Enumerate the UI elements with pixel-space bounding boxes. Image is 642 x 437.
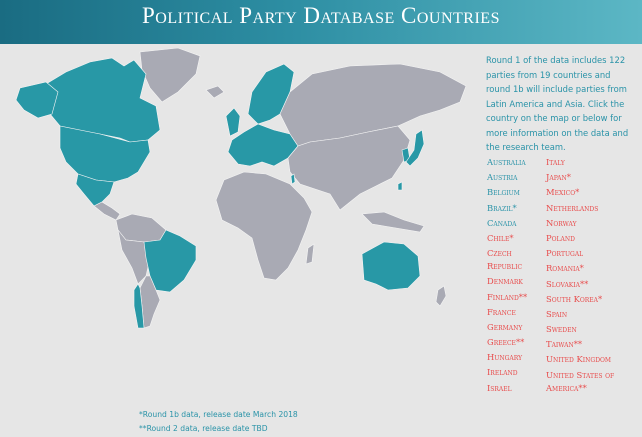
- country-link[interactable]: United States of America**: [546, 369, 615, 393]
- country-link[interactable]: Belgium: [487, 187, 520, 198]
- map-region-scandinavia[interactable]: [247, 63, 295, 125]
- country-link[interactable]: Portugal: [546, 248, 584, 259]
- country-link[interactable]: Poland: [546, 232, 575, 243]
- intro-text: Round 1 of the data includes 122 parties…: [486, 55, 629, 152]
- map-region-southeast-asia[interactable]: [361, 211, 425, 233]
- country-link[interactable]: France: [487, 306, 516, 317]
- map-country-israel[interactable]: [290, 173, 296, 185]
- country-link[interactable]: United Kingdom: [546, 354, 612, 365]
- page-header: Political Party Database Countries: [0, 0, 642, 44]
- country-link[interactable]: Finland**: [487, 291, 528, 302]
- map-country-brazil[interactable]: [143, 229, 197, 293]
- country-link[interactable]: Norway: [546, 217, 577, 228]
- map-country-taiwan[interactable]: [397, 181, 403, 191]
- country-link[interactable]: Denmark: [487, 276, 523, 287]
- country-link[interactable]: Chile*: [487, 232, 514, 243]
- map-country-iceland[interactable]: [205, 85, 225, 99]
- country-link[interactable]: South Korea*: [546, 293, 603, 304]
- country-link[interactable]: Romania*: [546, 263, 584, 274]
- page-title: Political Party Database Countries: [142, 3, 500, 28]
- country-list-right: Italy Japan* Mexico* Netherlands Norway Polan…: [546, 156, 626, 397]
- country-link[interactable]: Ireland: [487, 367, 518, 378]
- country-link[interactable]: Taiwan**: [546, 339, 583, 350]
- map-country-uk[interactable]: [225, 107, 241, 137]
- footnote-round1b: *Round 1b data, release date March 2018: [139, 410, 298, 419]
- map-country-new-zealand[interactable]: [435, 285, 447, 307]
- country-link[interactable]: Hungary: [487, 352, 523, 363]
- footnote-round2: **Round 2 data, release date TBD: [139, 424, 268, 433]
- map-country-australia[interactable]: [361, 241, 421, 291]
- country-link[interactable]: Greece**: [487, 337, 525, 348]
- country-link[interactable]: Germany: [487, 321, 523, 332]
- map-country-japan[interactable]: [405, 129, 425, 167]
- map-region-africa[interactable]: [215, 171, 313, 281]
- map-region-asia[interactable]: [287, 125, 411, 211]
- country-link[interactable]: Netherlands: [546, 202, 599, 213]
- map-country-madagascar[interactable]: [305, 243, 315, 265]
- country-link[interactable]: Brazil*: [487, 202, 517, 213]
- country-link[interactable]: Japan*: [546, 172, 571, 183]
- world-map: [0, 44, 470, 334]
- map-country-central-america[interactable]: [93, 201, 121, 221]
- country-list-left: Australia Austria Belgium Brazil* Canada Chil…: [487, 156, 543, 397]
- map-country-chile[interactable]: [133, 283, 145, 329]
- map-country-greenland[interactable]: [139, 47, 201, 103]
- country-link[interactable]: Austria: [487, 172, 518, 183]
- country-link[interactable]: Israel: [487, 382, 512, 393]
- country-link[interactable]: Australia: [487, 157, 526, 167]
- country-link[interactable]: Spain: [546, 308, 568, 319]
- country-link[interactable]: Mexico*: [546, 187, 580, 198]
- country-link[interactable]: Czech Republic: [487, 248, 523, 272]
- map-country-russia[interactable]: [279, 63, 467, 147]
- country-link[interactable]: Sweden: [546, 324, 577, 335]
- map-country-usa[interactable]: [59, 125, 151, 183]
- map-country-alaska[interactable]: [15, 81, 59, 119]
- country-link[interactable]: Slovakia**: [546, 278, 589, 289]
- country-link[interactable]: Italy: [546, 157, 565, 167]
- country-link[interactable]: Canada: [487, 217, 517, 228]
